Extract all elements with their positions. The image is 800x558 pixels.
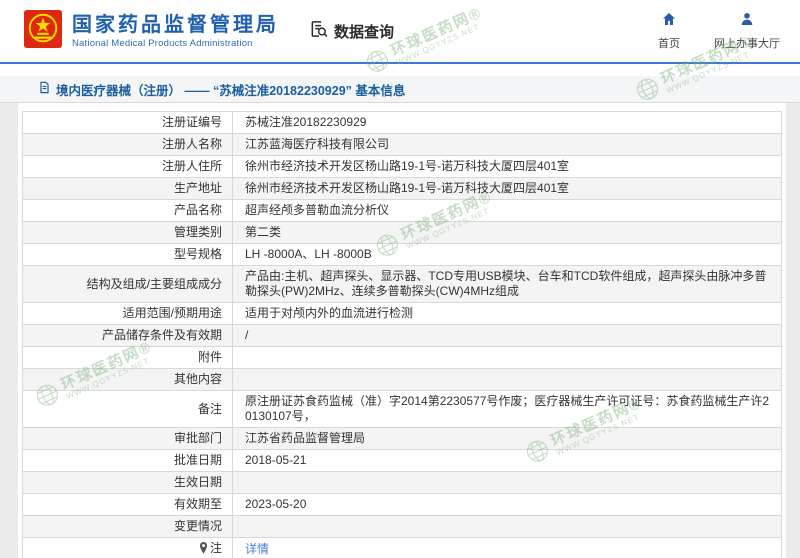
detail-card: 注册证编号 苏械注准20182230929 注册人名称 江苏蓝海医疗科技有限公司 注册人… — [18, 103, 786, 558]
row-label: 注册证编号 — [22, 111, 233, 134]
table-row: 生效日期 — [22, 471, 782, 494]
table-row: 注详情 — [22, 537, 782, 558]
row-label: 产品名称 — [22, 199, 233, 222]
row-value — [232, 515, 782, 538]
row-label: 附件 — [22, 346, 233, 369]
row-label: 生产地址 — [22, 177, 233, 200]
row-label: 产品储存条件及有效期 — [22, 324, 233, 347]
table-row: 型号规格 LH -8000A、LH -8000B — [22, 243, 782, 266]
table-row: 产品名称 超声经颅多普勒血流分析仪 — [22, 199, 782, 222]
agency-subtitle: National Medical Products Administration — [72, 37, 253, 49]
breadcrumb: 境内医疗器械（注册） —— “苏械注准20182230929” 基本信息 — [38, 80, 405, 99]
tab-data-query[interactable]: 数据查询 — [309, 19, 394, 44]
document-search-icon — [309, 19, 329, 44]
row-value: LH -8000A、LH -8000B — [232, 243, 782, 266]
row-value: 2023-05-20 — [232, 493, 782, 516]
table-row: 注册证编号 苏械注准20182230929 — [22, 111, 782, 134]
table-row: 批准日期 2018-05-21 — [22, 449, 782, 472]
table-row: 变更情况 — [22, 515, 782, 538]
tab-data-query-label: 数据查询 — [334, 23, 395, 41]
pin-icon — [199, 542, 208, 558]
row-value: 产品由:主机、超声探头、显示器、TCD专用USB模块、台车和TCD软件组成，超声… — [232, 265, 782, 303]
table-row: 其他内容 — [22, 368, 782, 391]
row-label: 型号规格 — [22, 243, 233, 266]
row-value: 江苏省药品监督管理局 — [232, 427, 782, 450]
table-row: 备注 原注册证苏食药监械（准）字2014第2230577号作废；医疗器械生产许可证… — [22, 390, 782, 428]
row-label: 备注 — [22, 390, 233, 428]
national-emblem-icon — [24, 9, 62, 53]
registration-info-table: 注册证编号 苏械注准20182230929 注册人名称 江苏蓝海医疗科技有限公司 注册人… — [22, 111, 782, 558]
row-value: 徐州市经济技术开发区杨山路19-1号-诺万科技大厦四层401室 — [232, 155, 782, 178]
row-label: 适用范围/预期用途 — [22, 302, 233, 325]
info-table-body: 注册证编号 苏械注准20182230929 注册人名称 江苏蓝海医疗科技有限公司 注册人… — [22, 111, 782, 558]
row-label: 审批部门 — [22, 427, 233, 450]
row-label: 变更情况 — [22, 515, 233, 538]
table-row: 管理类别 第二类 — [22, 221, 782, 244]
row-value: 徐州市经济技术开发区杨山路19-1号-诺万科技大厦四层401室 — [232, 177, 782, 200]
user-icon — [739, 11, 755, 32]
table-row: 适用范围/预期用途 适用于对颅内外的血流进行检测 — [22, 302, 782, 325]
agency-title: 国家药品监督管理局 — [72, 13, 279, 36]
home-icon — [661, 11, 677, 32]
document-icon — [38, 81, 51, 97]
home-link[interactable]: 首页 — [658, 11, 680, 51]
table-row: 生产地址 徐州市经济技术开发区杨山路19-1号-诺万科技大厦四层401室 — [22, 177, 782, 200]
header-spacer — [0, 64, 800, 76]
row-value: 详情 — [232, 537, 782, 558]
row-value: 超声经颅多普勒血流分析仪 — [232, 199, 782, 222]
row-label: 其他内容 — [22, 368, 233, 391]
row-value — [232, 368, 782, 391]
row-label: 管理类别 — [22, 221, 233, 244]
row-value — [232, 346, 782, 369]
row-value: 原注册证苏食药监械（准）字2014第2230577号作废；医疗器械生产许可证号：… — [232, 390, 782, 428]
table-row: 结构及组成/主要组成成分 产品由:主机、超声探头、显示器、TCD专用USB模块、台… — [22, 265, 782, 303]
row-label: 结构及组成/主要组成成分 — [22, 265, 233, 303]
row-value: 第二类 — [232, 221, 782, 244]
row-label: 有效期至 — [22, 493, 233, 516]
row-label: 生效日期 — [22, 471, 233, 494]
online-service-link-label: 网上办事大厅 — [714, 38, 780, 50]
row-label: 注 — [22, 537, 233, 558]
row-value: 适用于对颅内外的血流进行检测 — [232, 302, 782, 325]
table-row: 有效期至 2023-05-20 — [22, 493, 782, 516]
online-service-link[interactable]: 网上办事大厅 — [714, 11, 780, 51]
breadcrumb-bar: 境内医疗器械（注册） —— “苏械注准20182230929” 基本信息 — [0, 76, 800, 103]
row-value: 苏械注准20182230929 — [232, 111, 782, 134]
page-content: 注册证编号 苏械注准20182230929 注册人名称 江苏蓝海医疗科技有限公司 注册人… — [0, 103, 800, 558]
row-label: 注册人住所 — [22, 155, 233, 178]
top-header: 国家药品监督管理局 National Medical Products Admi… — [0, 0, 800, 64]
row-value: / — [232, 324, 782, 347]
row-value: 2018-05-21 — [232, 449, 782, 472]
row-value — [232, 471, 782, 494]
table-row: 附件 — [22, 346, 782, 369]
table-row: 产品储存条件及有效期 / — [22, 324, 782, 347]
row-label: 注册人名称 — [22, 133, 233, 156]
breadcrumb-text: 境内医疗器械（注册） —— “苏械注准20182230929” 基本信息 — [56, 83, 406, 98]
table-row: 审批部门 江苏省药品监督管理局 — [22, 427, 782, 450]
detail-link[interactable]: 详情 — [245, 542, 270, 556]
home-link-label: 首页 — [658, 38, 680, 50]
table-row: 注册人住所 徐州市经济技术开发区杨山路19-1号-诺万科技大厦四层401室 — [22, 155, 782, 178]
row-value: 江苏蓝海医疗科技有限公司 — [232, 133, 782, 156]
row-label: 批准日期 — [22, 449, 233, 472]
table-row: 注册人名称 江苏蓝海医疗科技有限公司 — [22, 133, 782, 156]
agency-logo: 国家药品监督管理局 National Medical Products Admi… — [24, 9, 279, 53]
